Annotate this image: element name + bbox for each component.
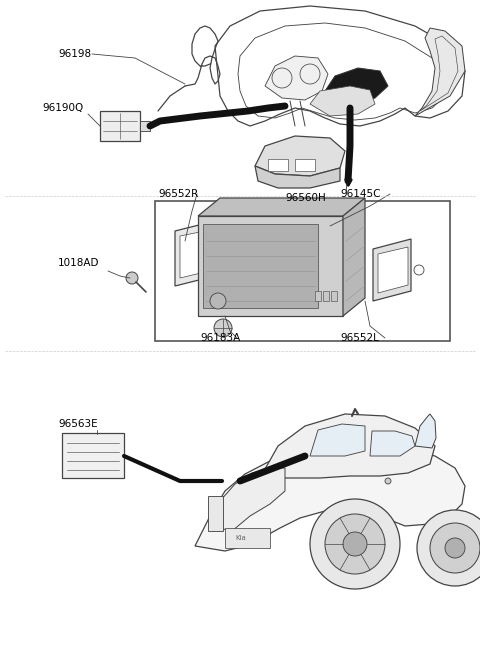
Bar <box>62 433 124 478</box>
Bar <box>268 159 288 171</box>
Polygon shape <box>255 136 345 176</box>
Text: 96145C: 96145C <box>340 189 381 199</box>
Circle shape <box>430 523 480 573</box>
Bar <box>100 111 140 141</box>
Polygon shape <box>210 468 285 531</box>
Polygon shape <box>373 239 411 301</box>
Polygon shape <box>310 424 365 456</box>
Circle shape <box>214 319 232 337</box>
Bar <box>203 224 318 308</box>
Polygon shape <box>198 198 365 216</box>
Circle shape <box>445 538 465 558</box>
Text: 96552L: 96552L <box>340 333 379 343</box>
Circle shape <box>126 272 138 284</box>
Bar <box>315 291 321 301</box>
Text: 96563E: 96563E <box>58 419 97 429</box>
Circle shape <box>325 514 385 574</box>
Polygon shape <box>415 414 436 448</box>
Circle shape <box>417 510 480 586</box>
Polygon shape <box>180 231 205 278</box>
Text: Kia: Kia <box>235 535 246 541</box>
Text: 96190Q: 96190Q <box>42 103 83 113</box>
Bar <box>323 291 329 301</box>
Text: 96552R: 96552R <box>158 189 198 199</box>
Polygon shape <box>378 247 408 293</box>
Bar <box>295 159 315 171</box>
Bar <box>225 528 270 548</box>
Text: 96560H: 96560H <box>285 193 326 203</box>
Polygon shape <box>325 68 388 104</box>
Polygon shape <box>195 446 465 551</box>
Polygon shape <box>343 198 365 316</box>
Circle shape <box>210 293 226 309</box>
Polygon shape <box>265 56 328 100</box>
Polygon shape <box>415 28 465 116</box>
Polygon shape <box>310 86 375 116</box>
Text: 96183A: 96183A <box>200 333 240 343</box>
Circle shape <box>385 478 391 484</box>
Polygon shape <box>175 223 207 286</box>
Polygon shape <box>260 414 435 478</box>
Bar <box>208 496 223 531</box>
Circle shape <box>343 532 367 556</box>
Polygon shape <box>198 216 343 316</box>
Polygon shape <box>370 431 415 456</box>
Circle shape <box>310 499 400 589</box>
Bar <box>331 291 337 301</box>
Text: 1018AD: 1018AD <box>58 258 99 268</box>
Bar <box>155 201 450 341</box>
Bar <box>140 121 150 131</box>
Text: 96198: 96198 <box>58 49 91 59</box>
Polygon shape <box>255 166 340 188</box>
